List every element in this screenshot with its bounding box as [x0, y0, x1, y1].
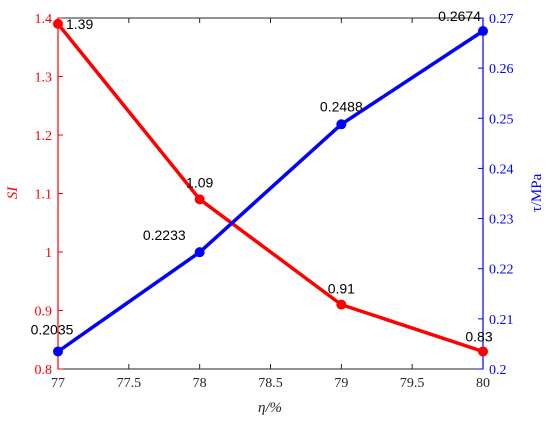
left-axis-title: SI — [5, 186, 21, 200]
x-axis-title: η/% — [258, 400, 282, 416]
data-point — [53, 18, 63, 29]
data-point — [194, 194, 205, 205]
right-tick-label: 0.27 — [489, 12, 514, 27]
left-tick-label: 1.1 — [35, 188, 53, 203]
right-tick-label: 0.2 — [489, 363, 507, 378]
x-tick-label: 78 — [193, 376, 207, 391]
data-point — [336, 299, 347, 310]
data-point — [478, 26, 488, 37]
x-tick-label: 77.5 — [117, 376, 142, 391]
data-label: 0.83 — [465, 328, 492, 344]
left-tick-label: 0.8 — [35, 363, 53, 378]
data-point — [478, 346, 488, 357]
right-tick-label: 0.23 — [489, 213, 514, 228]
series-line-tau — [56, 29, 484, 353]
right-tick-label: 0.24 — [489, 162, 514, 177]
x-tick-label: 79.5 — [400, 376, 425, 391]
data-label: 0.2035 — [31, 321, 74, 337]
data-label: 1.39 — [66, 16, 93, 32]
x-tick-label: 77 — [51, 376, 65, 391]
x-axis-ticks: 77 77.5 78 78.5 79 79.5 80 — [51, 18, 490, 391]
data-label: 1.09 — [186, 174, 213, 190]
right-tick-label: 0.22 — [489, 263, 514, 278]
data-point — [194, 247, 205, 258]
data-label: 0.91 — [328, 281, 355, 297]
right-axis-title: τ/MPa — [529, 173, 545, 212]
left-tick-label: 0.9 — [35, 305, 53, 320]
x-tick-label: 79 — [334, 376, 348, 391]
data-label: 0.2233 — [143, 227, 186, 243]
left-tick-label: 1.3 — [35, 71, 53, 86]
left-axis-ticks: 0.8 0.9 1 1.1 1.2 1.3 1.4 — [35, 12, 63, 378]
left-tick-label: 1 — [45, 246, 52, 261]
data-point — [336, 119, 347, 130]
right-tick-label: 0.21 — [489, 313, 514, 328]
plot-frame — [57, 17, 484, 370]
right-tick-label: 0.25 — [489, 112, 514, 127]
data-label: 0.2674 — [438, 8, 481, 24]
right-axis-ticks: 0.2 0.21 0.22 0.23 0.24 0.25 0.26 0.27 — [478, 12, 514, 378]
data-point — [53, 346, 63, 357]
series-layer — [53, 18, 488, 357]
right-tick-label: 0.26 — [489, 62, 514, 77]
data-label: 0.2488 — [320, 98, 363, 114]
left-tick-label: 1.4 — [35, 12, 53, 27]
series-line-si — [56, 22, 484, 354]
x-tick-label: 80 — [476, 376, 490, 391]
left-tick-label: 1.2 — [35, 129, 53, 144]
x-tick-label: 78.5 — [258, 376, 283, 391]
